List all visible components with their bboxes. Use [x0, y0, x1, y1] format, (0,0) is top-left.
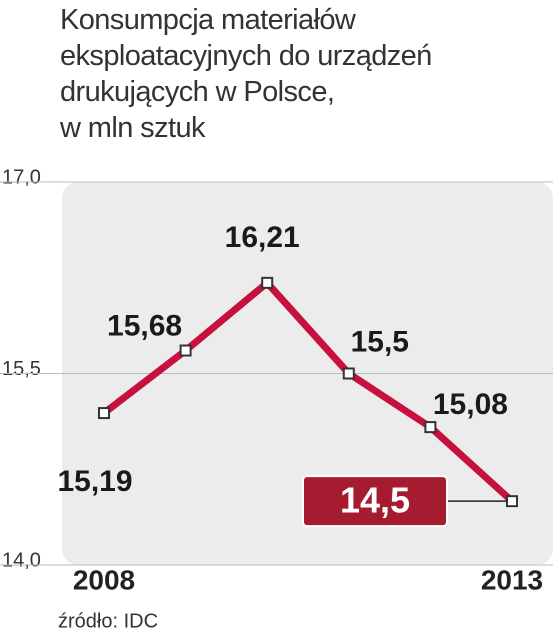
- value-label: 15,08: [433, 388, 508, 421]
- x-tick-label: 2008: [73, 564, 135, 595]
- y-tick-label: 14,0: [2, 549, 41, 571]
- marker: [98, 407, 110, 420]
- source: źródło: IDC: [58, 610, 158, 632]
- value-label: 15,19: [57, 465, 132, 498]
- value-label: 16,21: [225, 221, 300, 254]
- x-tick-label: 2013: [481, 564, 543, 595]
- y-tick-label: 17,0: [2, 166, 41, 188]
- marker: [179, 344, 192, 357]
- marker: [506, 495, 518, 508]
- chart-title: Konsumpcja materiałów eksploatacyjnych d…: [60, 4, 432, 144]
- marker: [342, 367, 355, 380]
- marker: [261, 276, 274, 289]
- value-label: 15,68: [107, 309, 182, 342]
- value-label: 14,5: [340, 480, 410, 521]
- marker: [424, 421, 437, 434]
- y-tick-label: 15,5: [2, 358, 41, 380]
- value-label: 15,5: [351, 325, 409, 358]
- line: [101, 279, 515, 504]
- label-box: [302, 475, 448, 528]
